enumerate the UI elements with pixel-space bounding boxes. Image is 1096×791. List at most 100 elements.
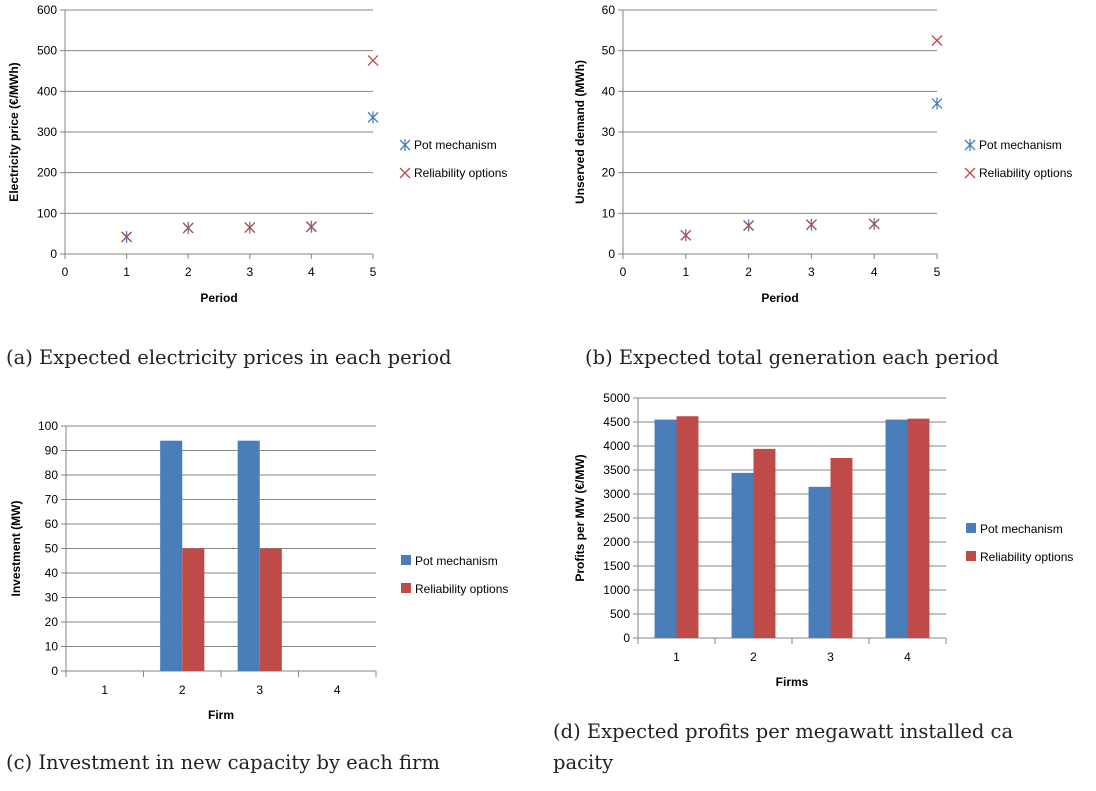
y-tick-label: 40 [602,84,616,98]
x-tick-label: 3 [256,683,263,697]
bar-ro [676,416,699,638]
y-tick-label: 10 [45,640,59,654]
y-tick-label: 4000 [603,439,630,453]
bar-ro [753,448,776,638]
bar-ro [182,548,205,671]
legend-swatch-ro [401,583,411,593]
x-axis-label: Period [761,291,798,305]
x-tick-label: 3 [246,265,253,279]
data-point-ro [931,35,943,46]
data-point-ro [367,54,379,66]
y-tick-label: 60 [45,517,59,531]
y-tick-label: 5000 [603,391,630,405]
y-tick-label: 10 [602,206,616,220]
y-tick-label: 3500 [603,463,630,477]
y-tick-label: 400 [37,84,57,98]
x-tick-label: 3 [808,265,815,279]
y-tick-label: 20 [602,166,616,180]
x-axis-label: Period [200,291,237,305]
legend-marker-ro [399,167,411,179]
legend-label: Pot mechanism [415,554,498,568]
legend-swatch-ro [966,551,976,561]
x-tick-label: 2 [750,650,757,664]
y-tick-label: 500 [37,44,57,58]
x-axis-label: Firm [208,708,234,722]
y-tick-label: 3000 [603,487,630,501]
legend-swatch-pot [401,555,411,565]
y-tick-label: 30 [45,591,59,605]
data-point-ro [868,218,880,230]
bar-pot [808,486,831,638]
y-tick-label: 1500 [603,559,630,573]
y-tick-label: 30 [602,125,616,139]
legend-label: Reliability options [415,582,508,596]
legend-swatch-pot [966,523,976,533]
y-tick-label: 20 [45,615,59,629]
caption-a: (a) Expected electricity prices in each … [6,346,452,369]
bar-ro [259,548,282,671]
x-tick-label: 5 [370,265,377,279]
x-tick-label: 4 [334,683,341,697]
caption-d-line2: pacity [553,751,614,774]
legend-label: Pot mechanism [414,138,497,152]
y-tick-label: 60 [602,3,616,17]
x-tick-label: 4 [904,650,911,664]
bar-pot [654,419,677,638]
y-tick-label: 100 [38,419,58,433]
x-tick-label: 0 [62,265,69,279]
y-tick-label: 100 [37,206,57,220]
y-tick-label: 70 [45,493,59,507]
data-point-ro [182,222,194,234]
x-axis-label: Firms [776,675,809,689]
y-tick-label: 500 [610,607,630,621]
legend-label: Pot mechanism [979,138,1062,152]
y-tick-label: 300 [37,125,57,139]
data-point-ro [805,219,817,231]
legend-marker-pot [964,139,976,151]
chart-d: 0 500 1000 1500 2000 2500 3000 3500 4000 4500 5000… [573,391,1073,689]
y-tick-label: 2500 [603,511,630,525]
x-tick-label: 4 [871,265,878,279]
y-tick-label: 2000 [603,535,630,549]
y-tick-label: 80 [45,468,59,482]
legend-marker-pot [399,139,411,151]
x-tick-label: 3 [827,650,834,664]
x-tick-label: 2 [745,265,752,279]
y-tick-label: 40 [45,566,59,580]
caption-b: (b) Expected total generation each perio… [585,346,999,369]
x-tick-label: 5 [934,265,941,279]
x-tick-label: 0 [620,265,627,279]
caption-c: (c) Investment in new capacity by each f… [6,751,440,774]
bar-pot [731,472,754,638]
bar-ro [907,418,930,638]
y-tick-label: 0 [608,247,615,261]
bar-pot [885,419,908,638]
y-tick-label: 50 [602,44,616,58]
data-point-pot [931,97,943,110]
y-axis-label: Investment (MW) [9,500,23,596]
x-tick-label: 1 [682,265,689,279]
x-tick-label: 1 [673,650,680,664]
bar-ro [830,458,853,638]
data-point-ro [305,221,317,233]
legend-label: Reliability options [980,550,1073,564]
y-tick-label: 200 [37,166,57,180]
y-tick-label: 0 [51,664,58,678]
y-tick-label: 50 [45,542,59,556]
legend-marker-ro [964,167,976,179]
legend-label: Reliability options [414,166,507,180]
data-point-ro [680,229,692,241]
y-tick-label: 4500 [603,415,630,429]
y-tick-label: 600 [37,3,57,17]
data-point-ro [244,222,256,234]
y-axis-label: Unserved demand (MWh) [573,60,587,204]
x-tick-label: 1 [101,683,108,697]
y-tick-label: 90 [45,444,59,458]
data-point-ro [743,220,755,231]
x-tick-label: 4 [308,265,315,279]
chart-a: 0 100 200 300 400 500 600 Electricity price (€/… [7,3,507,305]
y-tick-label: 1000 [603,583,630,597]
chart-c: 0 10 20 30 40 50 60 70 80 90 100 Investment (MW) Fir… [9,419,508,722]
